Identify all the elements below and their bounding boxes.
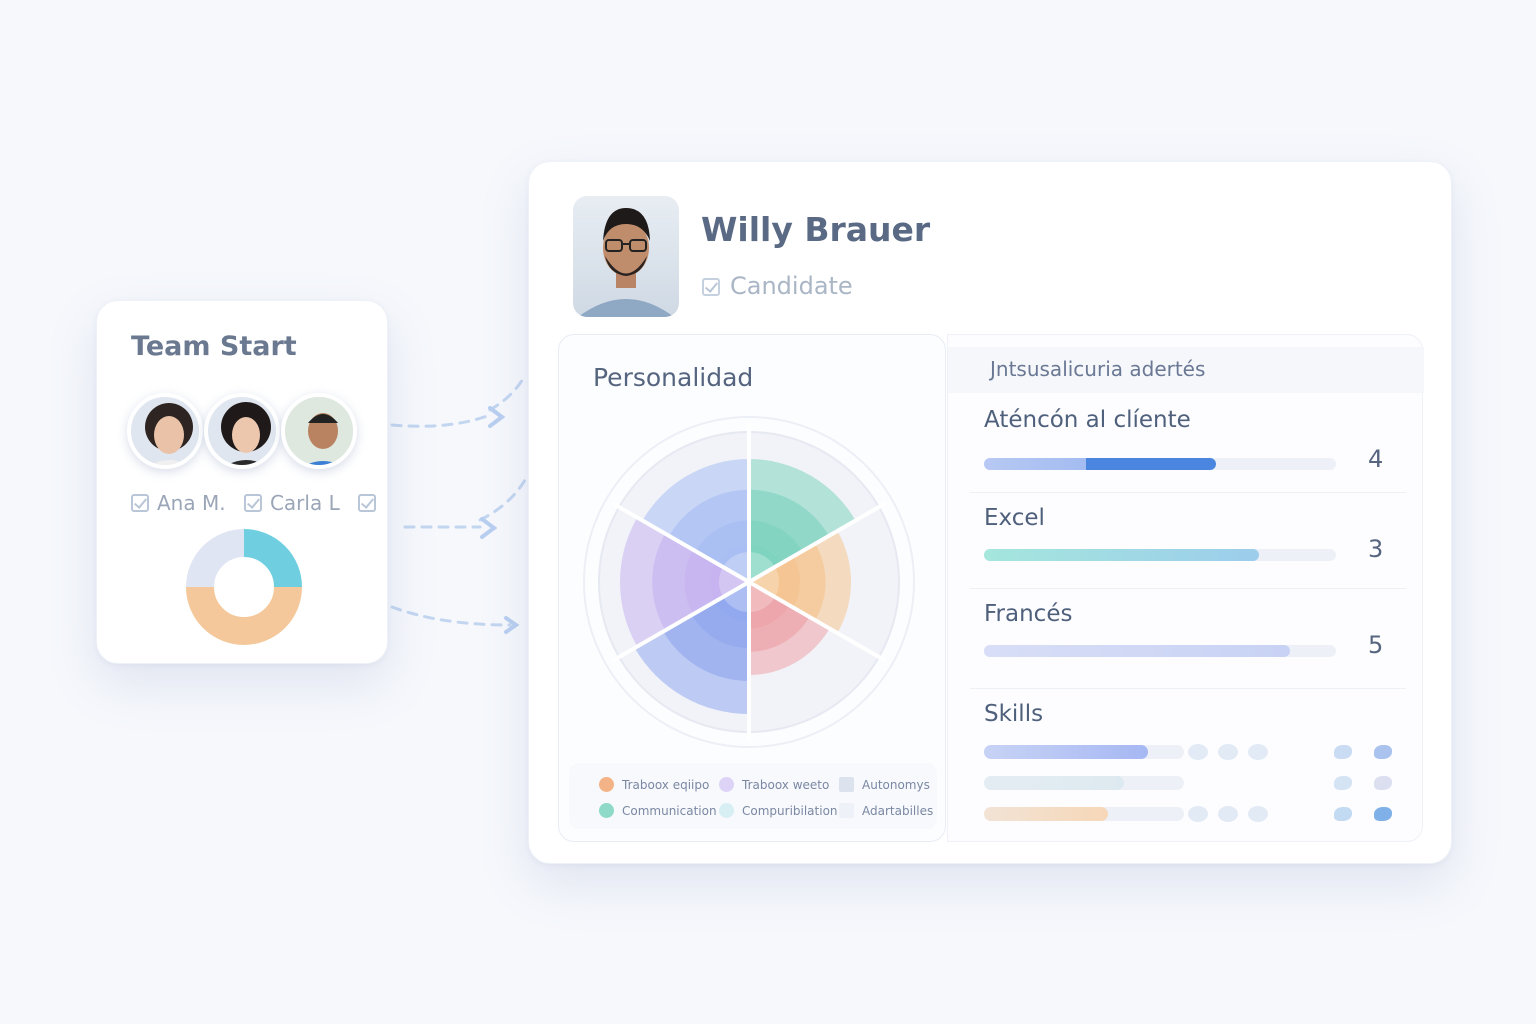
skill-value: 3 [1368, 535, 1384, 563]
skill-row: Francés 5 [970, 589, 1406, 689]
rating-dot [1218, 744, 1238, 760]
skill-bar-fill [984, 776, 1124, 790]
avatar-carla[interactable] [204, 393, 280, 469]
legend-item: Communication [599, 803, 717, 818]
skill-progress-bar [984, 645, 1336, 657]
legend-swatch [719, 777, 734, 792]
polar-sector [749, 459, 856, 582]
rating-dot [1218, 806, 1238, 822]
legend-label: Compuribilation [742, 803, 838, 818]
member-name: Carla L [269, 490, 340, 515]
rating-dot [1188, 806, 1208, 822]
personality-legend: Traboox eqiipo Traboox weeto Autonomys Comm… [569, 763, 937, 829]
skills-panel-header: Jntsusalicuria adertés [948, 347, 1424, 393]
personality-panel: Personalidad Traboox eqiipo Traboox weeto… [558, 334, 946, 842]
legend-item: Autonomys [839, 777, 930, 792]
skill-bar-fill [984, 807, 1108, 821]
team-card: Team Start Ana M. Carla L [96, 300, 388, 664]
skills-panel: Jntsusalicuria adertés Aténcón al clíent… [947, 334, 1424, 842]
skill-progress-bar [984, 458, 1336, 470]
skill-bar-fill [984, 745, 1148, 759]
polar-center [719, 552, 779, 612]
role-label: Candidate [730, 272, 853, 300]
candidate-card: Willy Brauer Candidate Personalidad Trab… [528, 161, 1452, 864]
checkbox-icon[interactable] [702, 278, 720, 296]
skill-row: Excel 3 [970, 493, 1406, 589]
rating-dot [1248, 806, 1268, 822]
skill-icon[interactable] [1334, 807, 1352, 821]
legend-swatch [719, 803, 734, 818]
polar-sector [749, 531, 851, 633]
polar-axis [611, 501, 751, 584]
donut-segment [186, 529, 245, 588]
skill-label: Francés [984, 601, 1073, 627]
legend-item: Compuribilation [719, 803, 838, 818]
skill-icon[interactable] [1334, 745, 1352, 759]
rating-dot [1188, 744, 1208, 760]
skill-icon[interactable] [1374, 745, 1392, 759]
legend-swatch [839, 803, 854, 818]
polar-axis [747, 501, 887, 584]
legend-label: Communication [622, 803, 717, 818]
skills-title: Skills [984, 701, 1044, 727]
candidate-photo [573, 196, 679, 317]
personality-polar-chart [583, 416, 915, 748]
skill-label: Excel [984, 505, 1045, 531]
legend-label: Autonomys [862, 777, 930, 792]
avatar-member-3[interactable] [281, 393, 357, 469]
member-names: Ana M. Carla L [131, 489, 377, 515]
avatar-ana[interactable] [127, 393, 203, 469]
skill-icon[interactable] [1334, 776, 1352, 790]
polar-sector [620, 517, 749, 647]
legend-item: Adartabilles [839, 803, 933, 818]
legend-swatch [599, 803, 614, 818]
skill-row: Aténcón al clíente 4 [970, 395, 1406, 493]
legend-item: Traboox eqiipo [599, 777, 709, 792]
polar-sector [749, 582, 830, 675]
candidate-role: Candidate [702, 272, 853, 300]
checkbox-icon[interactable] [243, 493, 262, 512]
donut-segment [243, 529, 302, 588]
polar-outer-ring [583, 416, 915, 748]
checkbox-icon[interactable] [358, 493, 377, 512]
polar-axis [611, 580, 751, 663]
skill-value: 4 [1368, 445, 1384, 473]
skill-progress-bar [984, 549, 1336, 561]
polar-axis [747, 580, 887, 663]
polar-sector [634, 582, 749, 714]
skill-icon[interactable] [1374, 807, 1392, 821]
polar-sector [642, 459, 749, 582]
donut-segment [186, 586, 302, 645]
team-title: Team Start [131, 331, 297, 362]
candidate-name: Willy Brauer [701, 210, 931, 249]
skill-label: Aténcón al clíente [984, 407, 1191, 433]
skill-bar-track [984, 776, 1184, 790]
skill-bar-track [984, 745, 1184, 759]
legend-label: Traboox weeto [742, 777, 830, 792]
legend-swatch [839, 777, 854, 792]
legend-item: Traboox weeto [719, 777, 829, 792]
legend-label: Adartabilles [862, 803, 934, 818]
rating-dot [1248, 744, 1268, 760]
skill-value: 5 [1368, 631, 1384, 659]
legend-swatch [599, 777, 614, 792]
legend-label: Traboox eqiipo [622, 777, 710, 792]
checkbox-icon[interactable] [131, 493, 149, 512]
skill-icon[interactable] [1374, 776, 1392, 790]
member-name: Ana M. [157, 490, 226, 515]
personality-title: Personalidad [593, 363, 754, 392]
team-donut-chart [186, 529, 302, 645]
skill-bar-track [984, 807, 1184, 821]
